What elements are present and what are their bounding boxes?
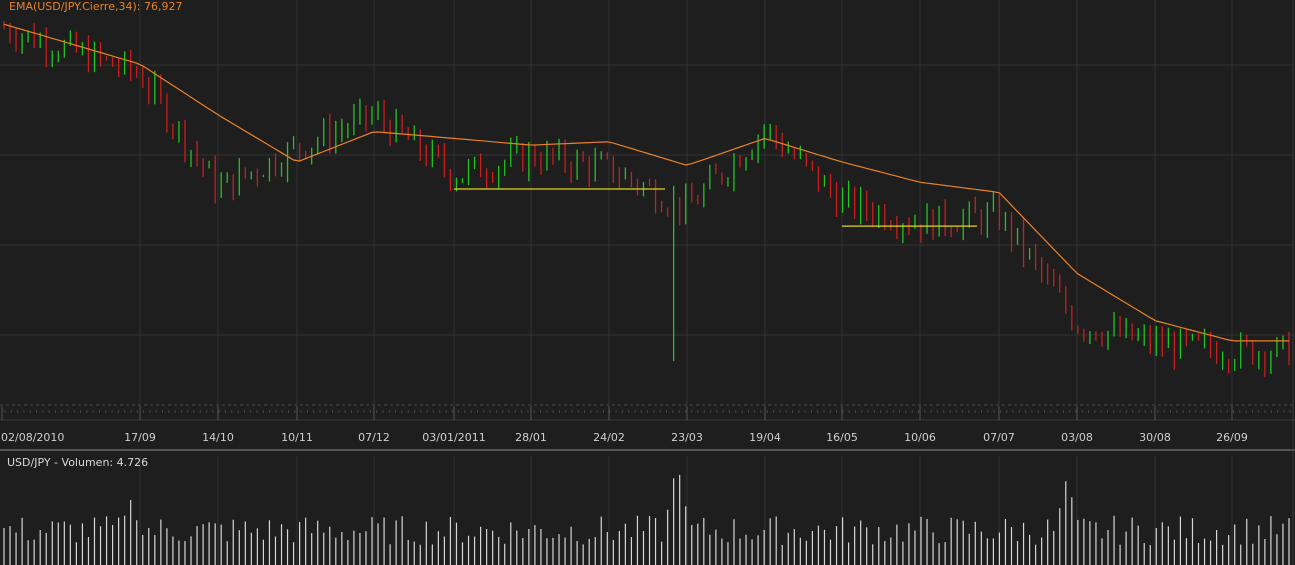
x-tick-label: 16/05: [826, 431, 858, 444]
ema-indicator-label: EMA(USD/JPY.Cierre,34): 76,927: [9, 0, 183, 13]
ema-line: [3, 23, 1289, 342]
x-tick-label: 07/12: [358, 431, 390, 444]
x-tick-label: 23/03: [671, 431, 703, 444]
x-tick-label: 30/08: [1139, 431, 1171, 444]
x-tick-label: 19/04: [749, 431, 781, 444]
x-tick-label: 07/07: [983, 431, 1015, 444]
x-tick-label: 02/08/2010: [1, 431, 64, 444]
x-tick-label: 26/09: [1216, 431, 1248, 444]
volume-indicator-label: USD/JPY - Volumen: 4.726: [7, 456, 149, 469]
x-tick-label: 24/02: [593, 431, 625, 444]
x-tick-label: 03/08: [1061, 431, 1093, 444]
x-tick-label: 14/10: [202, 431, 234, 444]
x-tick-label: 03/01/2011: [422, 431, 485, 444]
x-tick-label: 17/09: [124, 431, 156, 444]
x-tick-label: 10/11: [281, 431, 313, 444]
x-tick-label: 10/06: [904, 431, 936, 444]
x-tick-label: 28/01: [515, 431, 547, 444]
